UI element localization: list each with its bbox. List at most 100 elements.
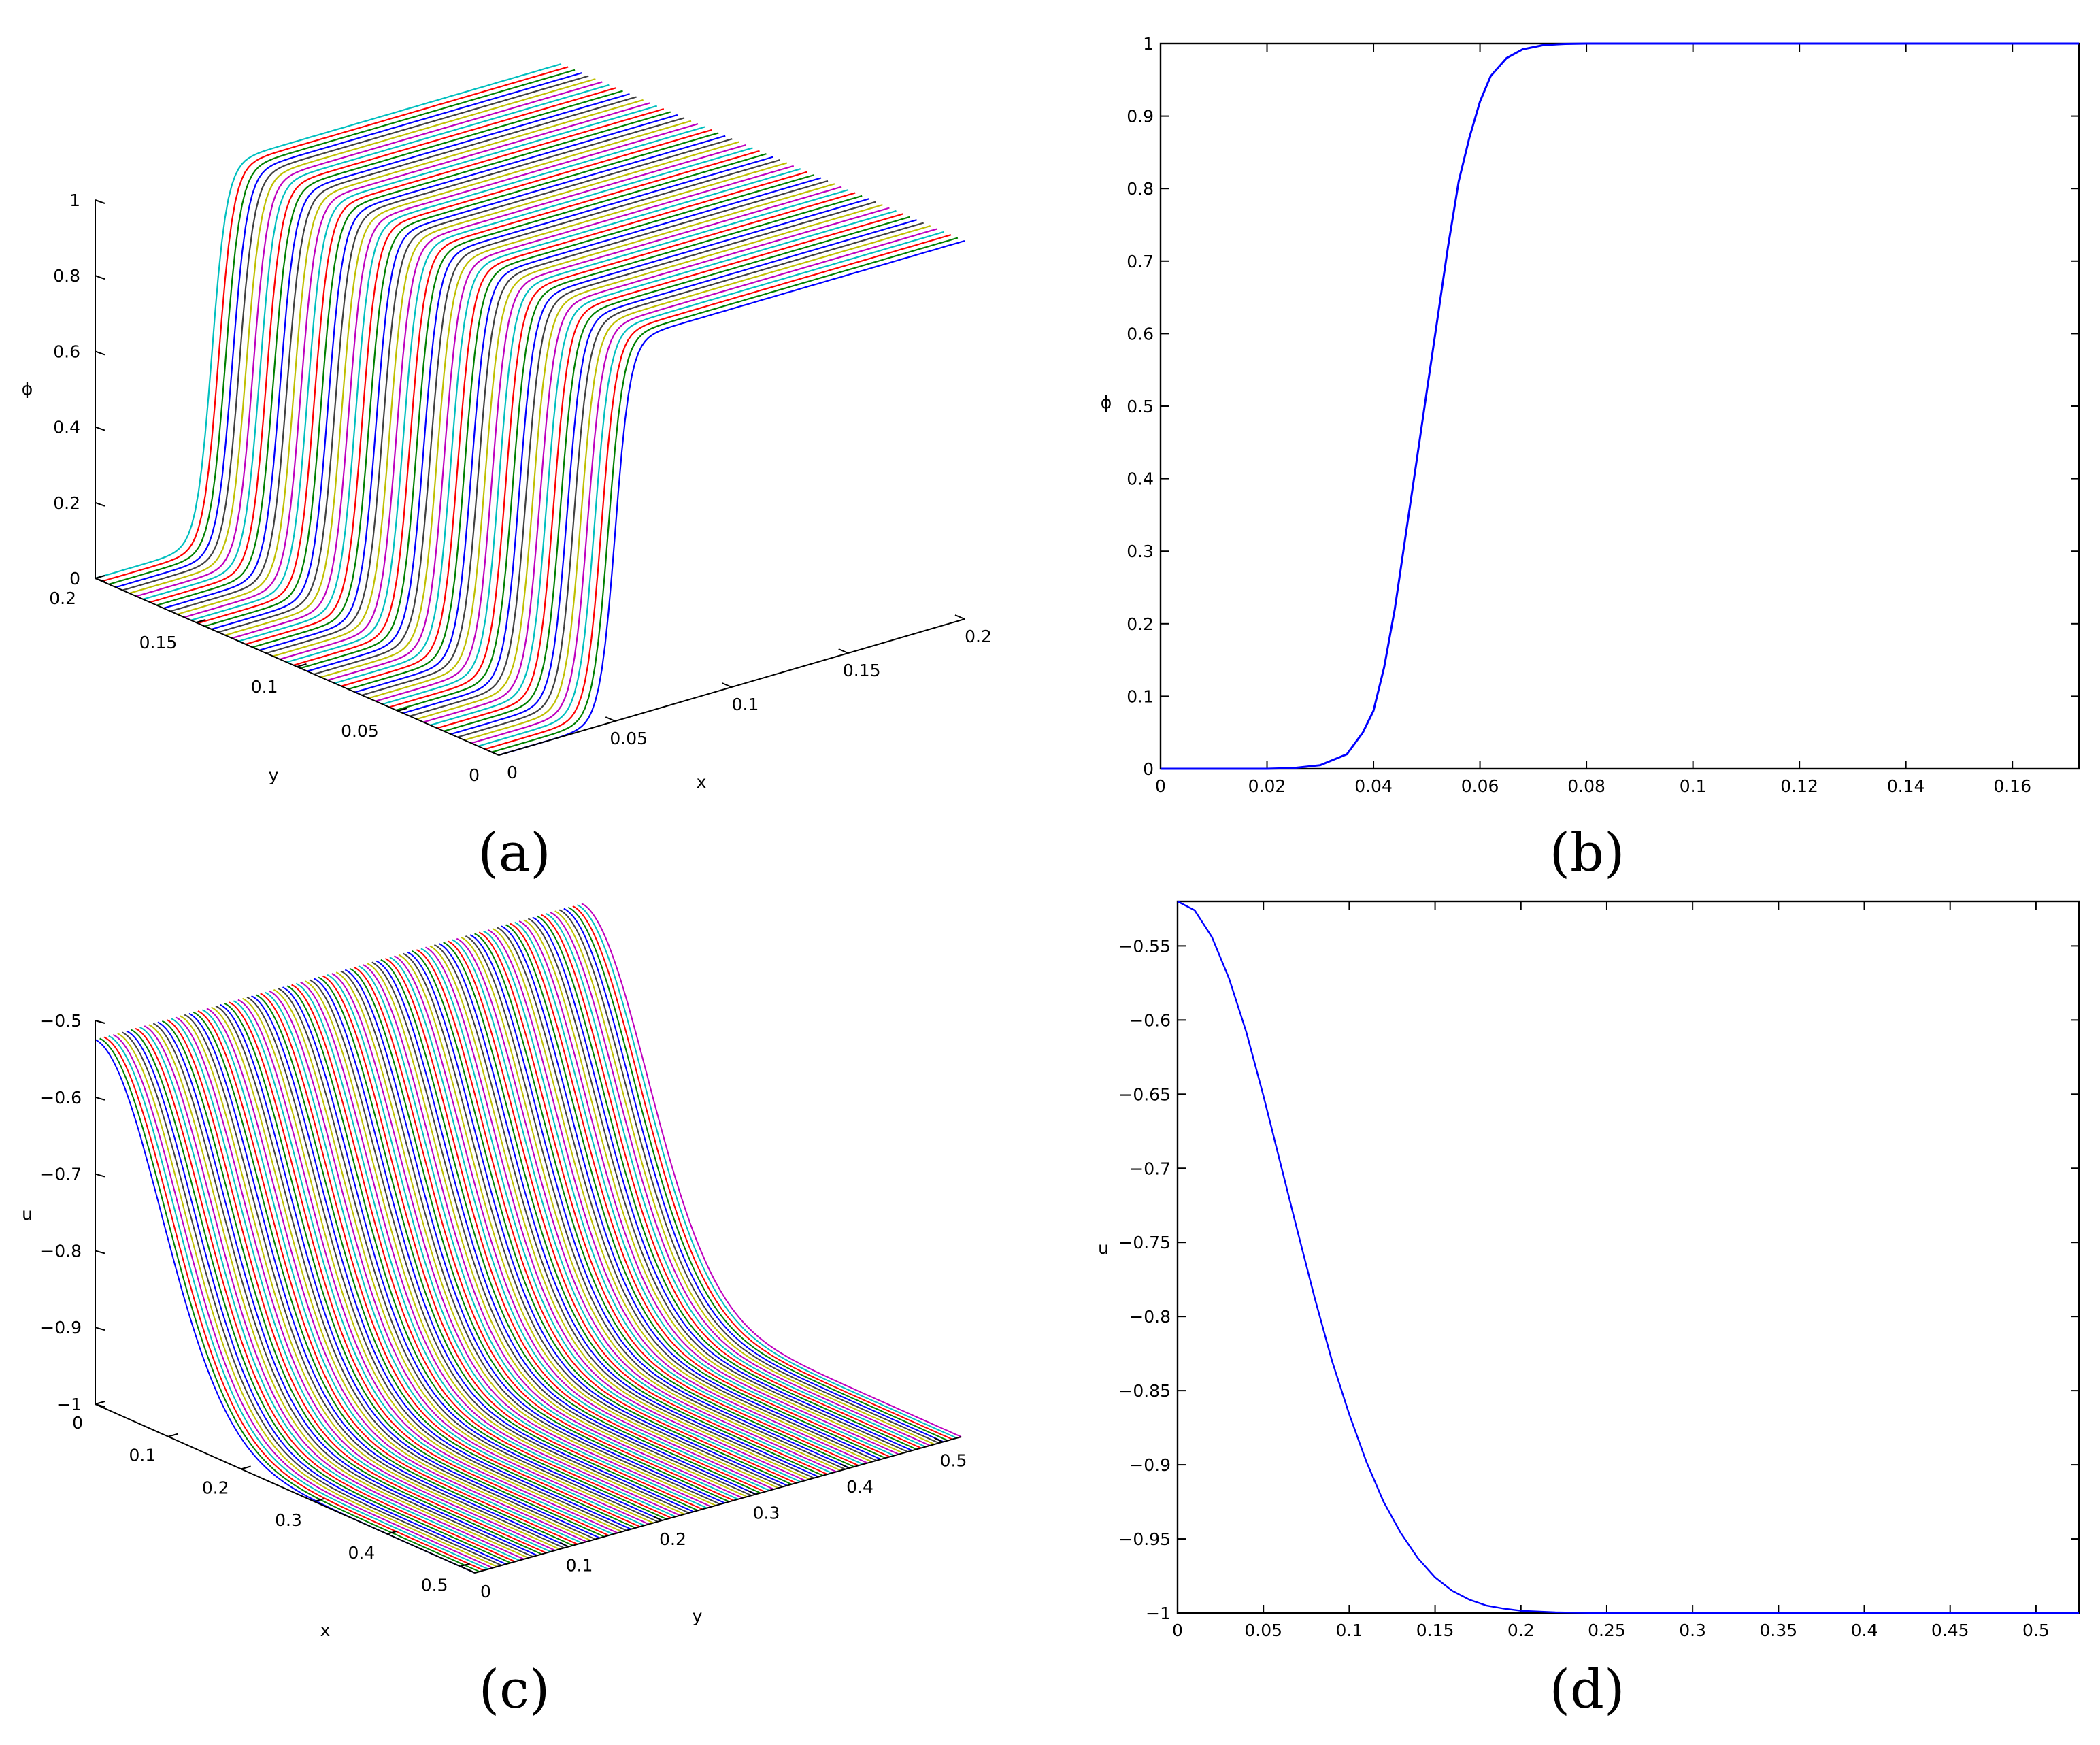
y-tick-label: 0.5	[940, 1451, 967, 1471]
surface-curve	[452, 939, 833, 1474]
surface-curve	[395, 195, 863, 711]
caption-a: (a)	[478, 822, 550, 884]
surface-curve	[108, 1035, 489, 1570]
panel-b-frame	[1159, 42, 2080, 770]
y-tick-label: 0.9	[1127, 107, 1154, 127]
y-tick-mark	[560, 1542, 569, 1548]
surface-curve	[180, 1015, 560, 1550]
surface-curve	[327, 974, 707, 1509]
x-tick-label: 0	[72, 1413, 83, 1433]
surface-curve	[272, 141, 739, 657]
surface-curve	[367, 963, 748, 1498]
y-tick-mark	[297, 663, 307, 667]
surface-curve	[394, 955, 774, 1491]
x-tick-label: 0.2	[1507, 1621, 1535, 1640]
u-profile-line	[1177, 900, 2079, 1614]
surface-curve	[349, 967, 730, 1503]
surface-curve	[423, 207, 890, 723]
surface-curve	[498, 239, 965, 757]
x-tick-mark	[241, 1465, 251, 1470]
surface-curve	[143, 84, 610, 600]
panel-c-surface-u: 0 0.1 0.2 0.3 0.4 0.5 0 0.1 0.2 0.3 0.4 0.5 −1 −0.9 −0…	[22, 903, 967, 1721]
x-tick-label: 0.04	[1354, 776, 1393, 796]
surface-curve	[447, 940, 828, 1475]
z-tick-label: 1	[69, 190, 80, 210]
surface-curve	[231, 123, 699, 639]
surface-curve	[527, 918, 908, 1452]
surface-curve	[278, 988, 659, 1523]
x-tick-mark	[605, 716, 616, 722]
z-tick-mark	[95, 1403, 105, 1408]
z-tick-label: 0.4	[53, 418, 80, 437]
surface-curve	[220, 1003, 601, 1539]
panel-d-line-u: 0 0.05 0.1 0.15 0.2 0.25 0.3 0.35 0.4 0.45 0.5 −1 −0…	[1098, 900, 2080, 1721]
surface-curve	[340, 970, 721, 1506]
y-tick-label: −1	[1146, 1603, 1171, 1623]
surface-curve	[237, 999, 618, 1534]
x-tick-label: 0.1	[1335, 1621, 1363, 1640]
surface-curve	[429, 945, 810, 1480]
surface-curve	[157, 1021, 538, 1557]
x-tick-mark	[460, 1563, 470, 1567]
y-tick-label: 0	[1143, 759, 1154, 779]
surface-curve	[135, 81, 603, 597]
x-tick-label: 0.5	[2022, 1621, 2050, 1640]
y-tick-label: 0.8	[1127, 179, 1154, 199]
y-tick-label: 0.05	[341, 721, 379, 741]
y-tick-label: 0.4	[1127, 469, 1154, 489]
surface-curve	[280, 144, 746, 661]
z-tick-label: −1	[56, 1395, 82, 1414]
y-tick-label: 0.1	[1127, 686, 1154, 706]
surface-curve	[126, 1030, 507, 1565]
phi-profile-line	[1161, 42, 2079, 770]
surface-curve	[252, 132, 719, 648]
surface-curve	[197, 108, 665, 625]
x-tick-label: 0.15	[1416, 1621, 1454, 1640]
panel-a-surface-phi: 00.050.10.150.200.050.10.150.200.20.40.6…	[22, 63, 992, 884]
z-tick-label: 0.2	[53, 493, 80, 513]
y-tick-label: −0.65	[1118, 1084, 1171, 1104]
panel-d-ylabel: u	[1098, 1238, 1109, 1258]
surface-curve	[457, 222, 924, 738]
surface-curve	[269, 990, 650, 1525]
z-tick-mark	[95, 426, 105, 431]
surface-curve	[354, 966, 734, 1501]
surface-curve	[161, 1020, 542, 1555]
y-tick-mark	[95, 575, 105, 579]
y-tick-mark	[747, 1489, 756, 1495]
panel-b-ylabel: ϕ	[1101, 393, 1112, 412]
surface-curve	[546, 913, 926, 1448]
y-tick-mark	[840, 1463, 850, 1469]
surface-curve	[510, 923, 890, 1458]
panel-d-frame	[1176, 900, 2080, 1614]
surface-curve	[471, 228, 938, 744]
surface-curve	[514, 921, 895, 1457]
surface-curve	[412, 950, 793, 1485]
surface-curve	[211, 1006, 592, 1542]
surface-curve	[550, 912, 931, 1446]
z-tick-label: 0.8	[53, 266, 80, 286]
y-tick-label: 0	[480, 1582, 491, 1601]
y-tick-mark	[195, 619, 206, 623]
y-tick-label: −0.55	[1118, 936, 1171, 956]
x-tick-label: 0.05	[1244, 1621, 1282, 1640]
x-tick-mark	[722, 682, 732, 688]
surface-curve	[478, 231, 945, 747]
surface-curve	[434, 944, 814, 1479]
x-tick-label: 0.1	[732, 695, 759, 714]
surface-curve	[314, 159, 780, 676]
x-tick-mark	[838, 648, 849, 654]
surface-curve	[139, 1027, 520, 1561]
surface-curve	[201, 1009, 582, 1544]
y-tick-label: 0.2	[1127, 614, 1154, 634]
surface-curve	[99, 1037, 480, 1573]
x-tick-label: 0.5	[421, 1575, 448, 1595]
surface-curve	[344, 969, 725, 1504]
surface-curve	[233, 1000, 614, 1535]
surface-curve	[115, 72, 582, 588]
surface-curve	[532, 916, 913, 1452]
z-tick-label: −0.5	[40, 1011, 82, 1031]
surface-curve	[456, 937, 837, 1473]
phi-surface-axes: 00.050.10.150.200.050.10.150.200.20.40.6…	[49, 190, 992, 785]
surface-curve	[464, 225, 931, 742]
